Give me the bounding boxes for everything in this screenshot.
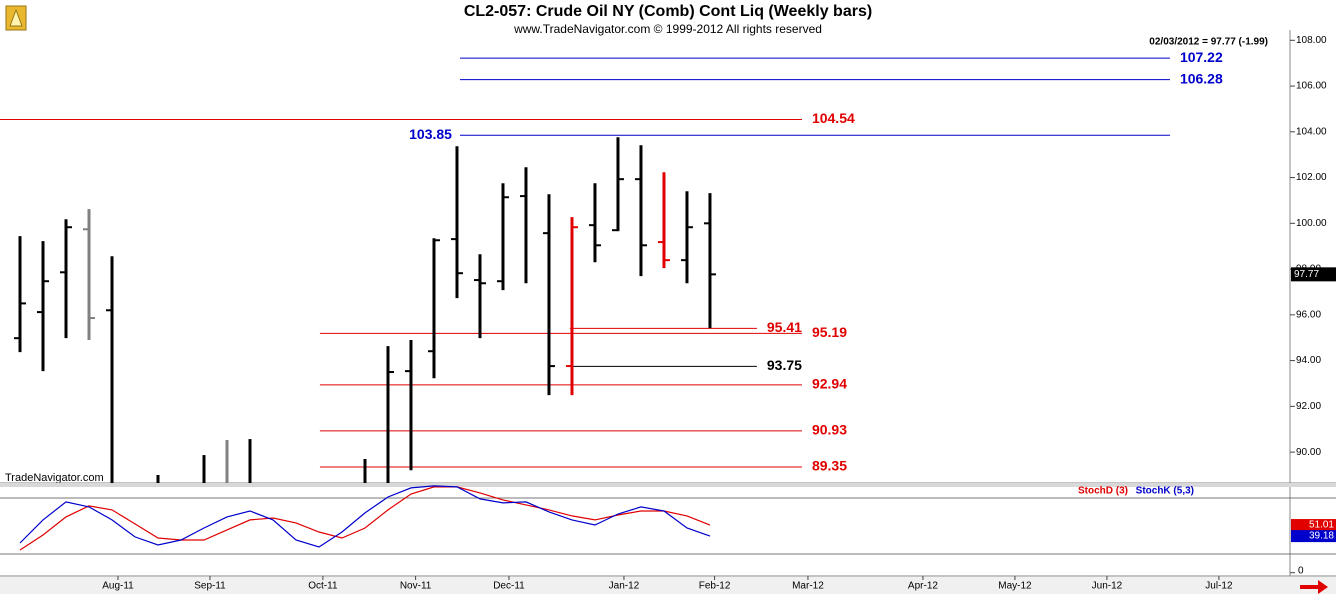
plot: 90.0092.0094.0096.0098.00100.00102.00104… xyxy=(0,35,1336,592)
x-tick-label: Feb-12 xyxy=(699,581,731,592)
y-tick-label: 90.00 xyxy=(1296,447,1321,458)
level-label: 92.94 xyxy=(812,376,847,392)
x-tick-label: Nov-11 xyxy=(400,581,432,592)
last-value-box xyxy=(1291,519,1336,532)
x-tick-label: Jun-12 xyxy=(1092,581,1123,592)
level-label: 103.85 xyxy=(409,126,452,142)
y-tick-label: 92.00 xyxy=(1296,401,1321,412)
y-tick-label: 100.00 xyxy=(1296,218,1327,229)
last-value-label: 51.01 xyxy=(1309,520,1334,531)
x-tick-label: Dec-11 xyxy=(493,581,525,592)
watermark: TradeNavigator.com xyxy=(5,472,104,484)
panel-divider xyxy=(0,483,1336,487)
last-value-label: 39.18 xyxy=(1309,531,1334,542)
logo xyxy=(5,5,27,31)
last-quote: 02/03/2012 = 97.77 (-1.99) xyxy=(1149,37,1268,48)
y-tick-label: 104.00 xyxy=(1296,126,1327,137)
y-tick-label: 108.00 xyxy=(1296,35,1327,46)
y-tick-label: 106.00 xyxy=(1296,81,1327,92)
level-label: 90.93 xyxy=(812,422,847,438)
legend-entry: StochK (5,3) xyxy=(1136,486,1194,497)
x-tick-label: Aug-11 xyxy=(102,581,134,592)
level-label: 107.22 xyxy=(1180,49,1223,65)
y-tick-label: 94.00 xyxy=(1296,355,1321,366)
scroll-arrow[interactable] xyxy=(1300,580,1328,594)
level-label: 95.19 xyxy=(812,324,847,340)
level-label: 106.28 xyxy=(1180,70,1223,86)
x-tick-label: Mar-12 xyxy=(792,581,824,592)
x-tick-label: May-12 xyxy=(998,581,1032,592)
last-price-label: 97.77 xyxy=(1294,269,1319,280)
level-label: 93.75 xyxy=(767,357,802,373)
x-tick-label: Apr-12 xyxy=(908,581,938,592)
last-value-box xyxy=(1291,530,1336,543)
y-tick-label: 0 xyxy=(1298,565,1304,576)
level-label: 95.41 xyxy=(767,319,802,335)
level-label: 89.35 xyxy=(812,458,847,474)
chart-title: CL2-057: Crude Oil NY (Comb) Cont Liq (W… xyxy=(464,3,872,20)
y-tick-label: 102.00 xyxy=(1296,172,1327,183)
stoch-line xyxy=(19,485,711,548)
level-label: 104.54 xyxy=(812,110,855,126)
stoch-line xyxy=(19,486,711,551)
chart-subtitle: www.TradeNavigator.com © 1999-2012 All r… xyxy=(513,22,822,36)
x-axis-band xyxy=(0,577,1336,594)
last-price-box xyxy=(1291,267,1336,282)
x-tick-label: Jul-12 xyxy=(1205,581,1233,592)
x-tick-label: Jan-12 xyxy=(609,581,640,592)
x-tick-label: Sep-11 xyxy=(194,581,226,592)
legend-entry: StochD (3) xyxy=(1078,486,1128,497)
x-tick-label: Oct-11 xyxy=(308,581,338,592)
y-tick-label: 96.00 xyxy=(1296,309,1321,320)
